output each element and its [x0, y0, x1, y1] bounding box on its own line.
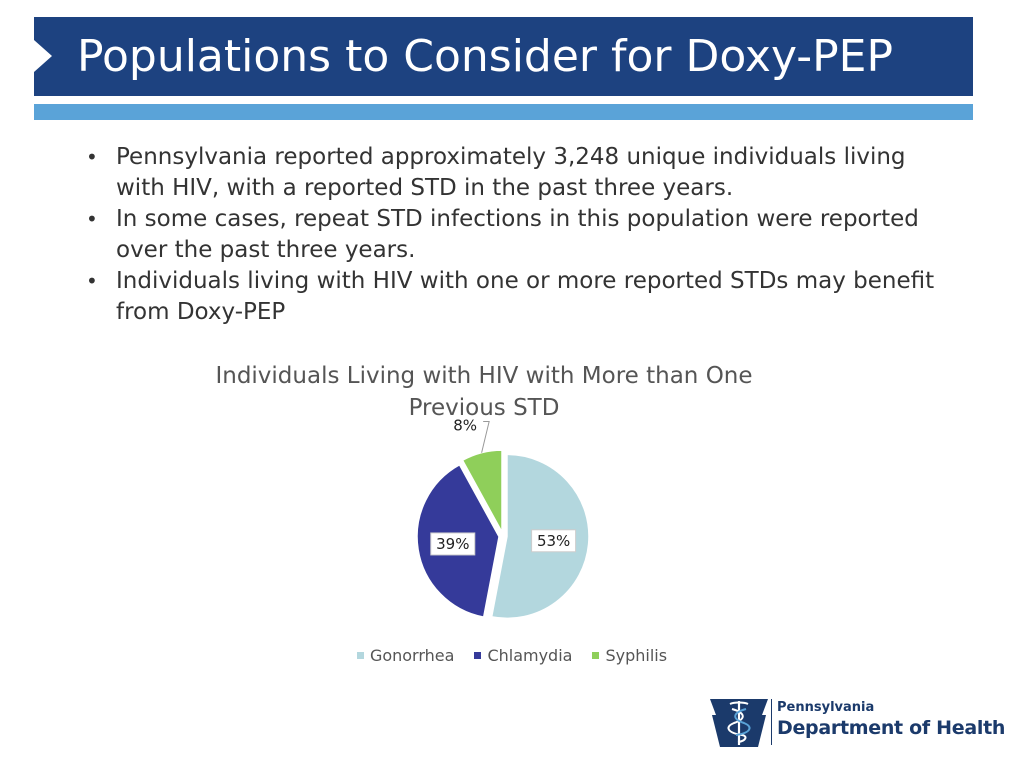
- bullet-list: Pennsylvania reported approximately 3,24…: [80, 142, 960, 328]
- chart-title: Individuals Living with HIV with More th…: [215, 363, 753, 421]
- legend-swatch-chlamydia: [474, 652, 482, 659]
- bullet-item: In some cases, repeat STD infections in …: [80, 204, 960, 266]
- keystone-caduceus-icon: [710, 699, 768, 747]
- legend-label: Syphilis: [605, 646, 668, 665]
- title-arrow-icon: [34, 40, 52, 72]
- accent-bar: [34, 104, 973, 120]
- pa-health-logo: Pennsylvania Department of Health: [708, 695, 1005, 749]
- legend-label: Gonorrhea: [369, 646, 455, 665]
- pie-slice-syphilis: [461, 449, 503, 533]
- logo-text-state: Pennsylvania: [777, 700, 875, 715]
- legend-label: Chlamydia: [487, 646, 573, 665]
- chart-legend: Gonorrhea Chlamydia Syphilis: [300, 646, 724, 665]
- logo-divider: [771, 699, 772, 745]
- title-bar: [34, 17, 973, 96]
- legend-swatch-syphilis: [592, 652, 600, 659]
- logo-text-department: Department of Health: [777, 717, 1006, 739]
- legend-item-syphilis: Syphilis: [592, 646, 667, 665]
- legend-swatch-gonorrhea: [356, 652, 364, 659]
- legend-item-chlamydia: Chlamydia: [474, 646, 572, 665]
- slide-title: Populations to Consider for Doxy-PEP: [77, 31, 893, 82]
- legend-item-gonorrhea: Gonorrhea: [356, 646, 455, 665]
- data-label-syphilis: 8%: [453, 417, 477, 435]
- data-label-chlamydia: 39%: [436, 535, 469, 553]
- bullet-item: Pennsylvania reported approximately 3,24…: [80, 142, 960, 204]
- leader-line: [481, 421, 490, 453]
- data-label-box: [531, 529, 577, 553]
- data-label-gonorrhea: 53%: [537, 532, 570, 550]
- data-label-box: [430, 532, 476, 556]
- bullet-item: Individuals living with HIV with one or …: [80, 266, 960, 328]
